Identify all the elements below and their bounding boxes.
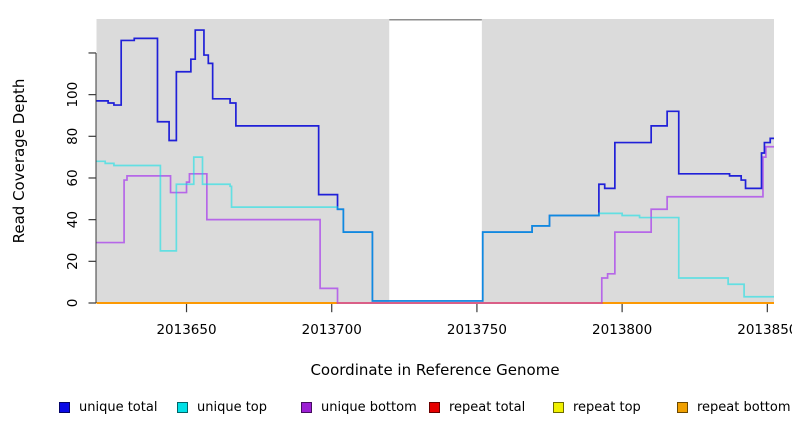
x-axis-title: Coordinate in Reference Genome: [310, 361, 560, 379]
missing-data-region: [389, 19, 482, 304]
x-tick-label: 2013650: [156, 322, 217, 338]
y-tick-label: 100: [65, 82, 81, 108]
legend-label: repeat total: [449, 399, 526, 415]
legend-item-unique-top: unique top: [177, 398, 267, 416]
legend-item-repeat-total: repeat total: [429, 398, 525, 416]
legend-item-repeat-top: repeat top: [553, 398, 641, 416]
legend-swatch-icon: [59, 401, 70, 413]
x-tick-label: 2013750: [446, 322, 507, 338]
legend-label: unique bottom: [321, 399, 417, 415]
legend-item-unique-total: unique total: [59, 398, 157, 416]
legend-swatch-icon: [677, 401, 688, 413]
y-tick-label: 20: [65, 253, 81, 270]
legend: unique total unique top unique bottom repea…: [0, 398, 792, 418]
series-unique-top: [96, 156, 774, 302]
y-tick-label: 80: [65, 128, 81, 145]
legend-swatch-icon: [553, 401, 564, 413]
x-tick-label: 2013850: [737, 322, 792, 338]
legend-swatch-icon: [177, 401, 188, 413]
legend-swatch-icon: [429, 401, 440, 413]
series-unique-bottom: [96, 145, 774, 304]
y-axis-title: Read Coverage Depth: [10, 78, 28, 244]
legend-item-unique-bottom: unique bottom: [301, 398, 417, 416]
y-tick-label: 60: [65, 169, 81, 186]
y-tick-label: 40: [65, 211, 81, 228]
legend-item-repeat-bottom: repeat bottom: [677, 398, 791, 416]
x-tick-label: 2013800: [592, 322, 653, 338]
x-tick-label: 2013700: [301, 322, 362, 338]
legend-label: unique total: [79, 399, 158, 415]
legend-label: repeat top: [573, 399, 641, 415]
legend-label: repeat bottom: [697, 399, 791, 415]
series-group: [96, 29, 774, 304]
y-tick-label: 0: [65, 299, 81, 308]
legend-swatch-icon: [301, 401, 312, 413]
legend-label: unique top: [197, 399, 268, 415]
